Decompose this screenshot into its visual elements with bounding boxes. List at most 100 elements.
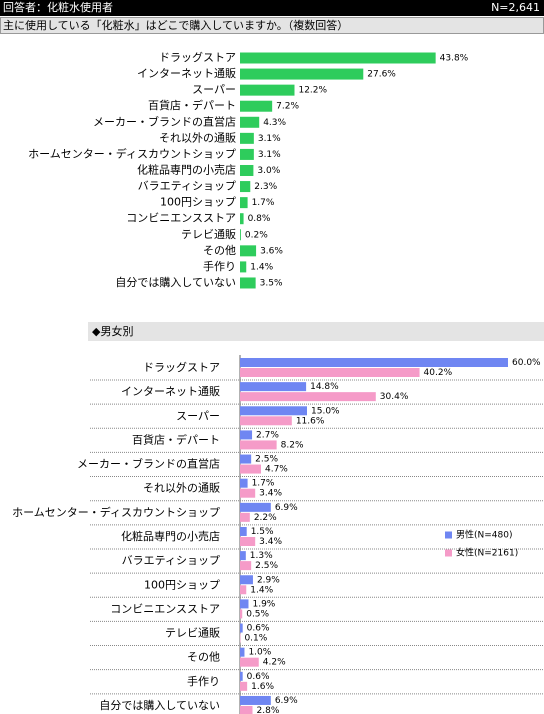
- value-label: 40.2%: [424, 368, 453, 378]
- bar: [240, 705, 253, 714]
- bar: [240, 416, 292, 426]
- bar: [240, 609, 243, 619]
- bar: [240, 561, 252, 571]
- category-label: コンビニエンスストア: [126, 212, 236, 225]
- value-label: 3.0%: [257, 166, 280, 176]
- value-label: 1.9%: [252, 599, 275, 609]
- category-label: 自分では購入していない: [99, 698, 220, 712]
- bar: [240, 695, 271, 705]
- value-label: 60.0%: [512, 358, 541, 368]
- category-label: バラエティショップ: [122, 554, 220, 567]
- bar: [240, 181, 251, 193]
- category-label: 百貨店・デパート: [148, 98, 236, 112]
- category-label: ホームセンター・ディスカウントショップ: [28, 146, 236, 160]
- value-label: 0.1%: [244, 634, 267, 644]
- value-label: 3.5%: [260, 278, 283, 288]
- value-label: 6.9%: [275, 503, 298, 513]
- category-label: メーカー・ブランドの直営店: [77, 457, 220, 471]
- value-label: 3.4%: [259, 537, 282, 547]
- value-label: 3.6%: [260, 246, 283, 256]
- value-label: 0.6%: [247, 624, 270, 634]
- category-label: 自分では購入していない: [115, 275, 236, 289]
- bar: [240, 132, 254, 144]
- value-label: 27.6%: [367, 70, 396, 80]
- value-label: 30.4%: [380, 392, 409, 402]
- bar: [240, 657, 259, 667]
- value-label: 4.2%: [263, 658, 286, 668]
- bar: [240, 148, 254, 160]
- value-label: 43.8%: [440, 54, 469, 64]
- value-label: 0.6%: [247, 672, 270, 682]
- value-label: 7.2%: [276, 102, 299, 112]
- value-label: 1.0%: [248, 648, 271, 658]
- bar: [240, 623, 243, 633]
- category-label: 百貨店・デパート: [132, 432, 220, 446]
- bar: [240, 478, 248, 488]
- category-label: コンビニエンスストア: [110, 602, 220, 615]
- category-label: ドラッグストア: [159, 50, 236, 64]
- value-label: 3.4%: [259, 489, 282, 499]
- value-label: 1.6%: [251, 682, 274, 692]
- value-label: 1.7%: [252, 198, 275, 208]
- value-label: 11.6%: [296, 416, 325, 426]
- bar: [240, 464, 261, 474]
- value-label: 8.2%: [281, 440, 304, 450]
- category-label: 100円ショップ: [144, 578, 220, 591]
- value-label: 1.4%: [250, 585, 273, 595]
- value-label: 2.7%: [256, 430, 279, 440]
- respondent: 回答者：化粧水使用者: [3, 0, 113, 14]
- category-label: バラエティショップ: [138, 180, 236, 193]
- value-label: 0.2%: [245, 230, 268, 240]
- bar: [240, 575, 253, 585]
- bar: [240, 551, 246, 561]
- bar: [240, 164, 254, 176]
- category-label: インターネット通販: [121, 385, 220, 398]
- bar: [240, 229, 241, 241]
- bar: [240, 526, 247, 536]
- category-label: 化粧品専門の小売店: [121, 529, 220, 543]
- bar: [240, 277, 256, 289]
- category-label: テレビ通販: [181, 228, 236, 241]
- section-title: ◆男女別: [92, 324, 133, 338]
- category-label: ホームセンター・ディスカウントショップ: [12, 505, 220, 519]
- bar: [240, 647, 245, 657]
- bar: [240, 116, 260, 128]
- bar: [240, 599, 249, 609]
- bar: [240, 382, 307, 392]
- value-label: 4.3%: [263, 118, 286, 128]
- category-label: 100円ショップ: [160, 196, 236, 209]
- legend-swatch: [445, 531, 452, 539]
- value-label: 2.3%: [254, 182, 277, 192]
- value-label: 15.0%: [311, 406, 340, 416]
- bar: [240, 406, 307, 416]
- category-label: それ以外の通販: [143, 482, 220, 495]
- category-label: 化粧品専門の小売店: [137, 162, 236, 176]
- value-label: 6.9%: [275, 696, 298, 706]
- value-label: 2.8%: [257, 706, 280, 714]
- category-label: その他: [187, 651, 220, 664]
- category-label: メーカー・ブランドの直営店: [93, 114, 236, 128]
- value-label: 14.8%: [310, 382, 339, 392]
- bar: [240, 502, 271, 512]
- category-label: ドラッグストア: [143, 360, 220, 374]
- bar: [240, 213, 244, 225]
- bar: [240, 536, 256, 546]
- value-label: 0.5%: [246, 609, 269, 619]
- bar: [240, 84, 295, 96]
- value-label: 2.2%: [254, 513, 277, 523]
- bar: [240, 52, 436, 64]
- category-label: 手作り: [203, 259, 236, 273]
- value-label: 0.8%: [248, 214, 271, 224]
- value-label: 2.5%: [255, 455, 278, 465]
- value-label: 1.7%: [252, 479, 275, 489]
- value-label: 3.1%: [258, 134, 281, 144]
- value-label: 1.5%: [251, 527, 274, 537]
- category-label: テレビ通販: [165, 627, 220, 640]
- bar: [240, 100, 273, 112]
- category-label: スーパー: [176, 409, 220, 422]
- legend-swatch: [445, 549, 452, 557]
- value-label: 2.5%: [255, 561, 278, 571]
- bar: [240, 358, 508, 367]
